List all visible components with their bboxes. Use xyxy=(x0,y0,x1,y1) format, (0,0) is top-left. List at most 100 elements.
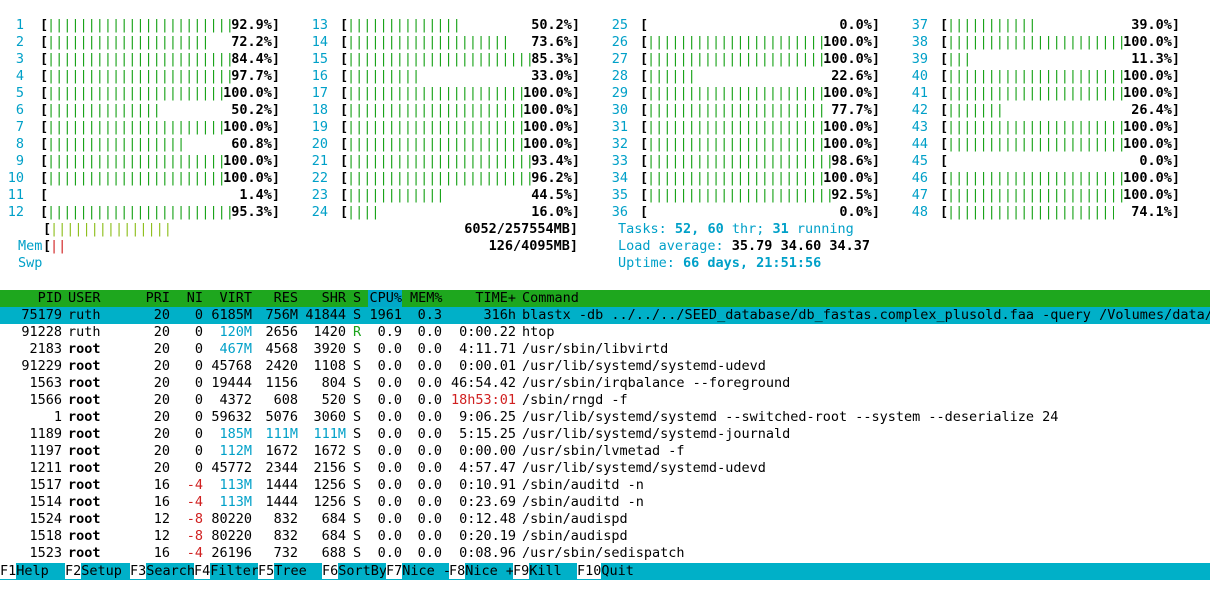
process-row[interactable]: 1189 root 20 0 185M 111M 111M S 0.0 0.0 5:15.25/us… xyxy=(0,426,1210,443)
process-row[interactable]: 1523 root 16 -4 26196 732 688 S 0.0 0.0 0:08.96/us… xyxy=(0,545,1210,562)
cpu-bar-fill: ||||||||||||||||||||||||||||||||||||||||… xyxy=(47,187,50,204)
cpu-bar-fill: ||||||||||||||||||||||||||||||||||||||||… xyxy=(47,102,161,118)
process-time: 316h xyxy=(483,307,516,323)
fkey-label: Quit xyxy=(601,563,634,580)
cpu-number: 29 xyxy=(611,85,628,101)
cpu-meter-14: 14 [|||||||||||||||||||||||||||||||||||||… xyxy=(300,34,600,51)
fkey-nice[interactable]: F8Nice + xyxy=(449,563,515,580)
col-pid-header[interactable]: PID xyxy=(37,290,62,306)
cpu-bar-fill: ||||||||||||||||||||||||||||||||||||||||… xyxy=(47,34,210,50)
memory-bar-value: 6052/257554MB] xyxy=(464,221,578,238)
cpu-number: 13 xyxy=(311,17,328,33)
fkey-setup[interactable]: F2Setup xyxy=(65,563,122,580)
process-priority: 20 xyxy=(153,375,170,391)
swap-bar-bracket-left: [ xyxy=(43,238,52,254)
process-mem: 0.0 xyxy=(417,443,442,459)
col-shr-header[interactable]: SHR xyxy=(321,290,346,306)
fkey-quit[interactable]: F10Quit xyxy=(577,563,634,580)
col-virt-header[interactable]: VIRT xyxy=(219,290,252,306)
cpu-bar-track: ||||||||||||||||||||||||||||||||||||||||… xyxy=(347,153,573,170)
process-row[interactable]: 1566 root 20 0 4372 608 520 S 0.0 0.0 18h53:01/sbi… xyxy=(0,392,1210,409)
cpu-bar-bracket-left: [ xyxy=(340,170,349,186)
process-row[interactable]: 1524 root 12 -8 80220 832 684 S 0.0 0.0 0:12.48/sb… xyxy=(0,511,1210,528)
cpu-bar-value: 100.0%] xyxy=(1123,187,1180,204)
col-ni-header[interactable]: NI xyxy=(186,290,203,306)
process-nice: 0 xyxy=(194,375,203,391)
cpu-number: 6 xyxy=(15,102,24,118)
cpu-bar-bracket-left: [ xyxy=(40,204,49,220)
fkey-sortby[interactable]: F6SortBy xyxy=(322,563,388,580)
cpu-bar-bracket-left: [ xyxy=(340,136,349,152)
cpu-number: 12 xyxy=(7,204,24,220)
col-state-header[interactable]: S xyxy=(353,290,362,306)
cpu-bar-value: 39.0%] xyxy=(1131,17,1180,34)
process-state: S xyxy=(353,545,362,561)
process-row[interactable]: 1518 root 12 -8 80220 832 684 S 0.0 0.0 0:20.19/sb… xyxy=(0,528,1210,545)
cpu-bar-value: 96.2%] xyxy=(531,170,580,187)
process-virt: 120M xyxy=(219,324,252,340)
cpu-bar-track: ||||||||||||||||||||||||||||||||||||||||… xyxy=(647,170,873,187)
process-row[interactable]: 1563 root 20 0 19444 1156 804 S 0.0 0.0 46:54.42/u… xyxy=(0,375,1210,392)
fkey-key: F1 xyxy=(0,563,17,579)
fkey-filter[interactable]: F4Filter xyxy=(194,563,260,580)
process-user: root xyxy=(68,443,101,459)
process-virt: 6185M xyxy=(211,307,252,323)
process-row[interactable]: 91228 ruth 20 0 120M 2656 1420 R 0.9 0.0 0:00.22 ht… xyxy=(0,324,1210,341)
cpu-bar-track: ||||||||||||||||||||||||||||||||||||||||… xyxy=(647,68,873,85)
process-res: 1444 xyxy=(265,494,298,510)
cpu-bar-track: ||||||||||||||||||||||||||||||||||||||||… xyxy=(347,85,573,102)
cpu-number: 20 xyxy=(311,136,328,152)
cpu-number: 46 xyxy=(911,170,928,186)
process-row[interactable]: 1 root 20 0 59632 5076 3060 S 0.0 0.0 9:06.25/usr/… xyxy=(0,409,1210,426)
col-mem-header[interactable]: MEM% xyxy=(410,290,443,306)
fkey-tree[interactable]: F5Tree xyxy=(258,563,307,580)
process-mem: 0.0 xyxy=(417,477,442,493)
fkey-label: Filter xyxy=(210,563,260,580)
process-shr: 684 xyxy=(321,528,346,544)
uptime-value: 66 days, 21:51:56 xyxy=(683,255,822,271)
cpu-bar-fill: ||||||||||||||||||||||||||||||||||||||||… xyxy=(947,51,973,67)
fkey-help[interactable]: F1Help xyxy=(0,563,49,580)
col-res-header[interactable]: RES xyxy=(273,290,298,306)
fkey-key: F2 xyxy=(65,563,82,579)
process-time: 0:00.00 xyxy=(459,443,516,459)
fkey-nice[interactable]: F7Nice - xyxy=(386,563,452,580)
process-row[interactable]: 75179 ruth 20 0 6185M 756M 41844 S 1961 0.3 316h bl… xyxy=(0,307,1210,324)
cpu-bar-fill: ||||||||||||||||||||||||||||||||||||||||… xyxy=(347,102,573,118)
process-row[interactable]: 1197 root 20 0 112M 1672 1672 S 0.0 0.0 0:00.00/us… xyxy=(0,443,1210,460)
process-pid: 91228 xyxy=(21,324,62,340)
col-command-header[interactable]: Command xyxy=(522,290,579,306)
swap-meter: Swp [|||||||||||||||||||||||||||||||||||… xyxy=(0,238,600,271)
fkey-label: Nice + xyxy=(465,563,515,580)
col-user-header[interactable]: USER xyxy=(68,290,101,306)
process-priority: 20 xyxy=(153,358,170,374)
fkey-kill[interactable]: F9Kill xyxy=(513,563,562,580)
cpu-bar-fill: ||||||||||||||||||||||||||||||||||||||||… xyxy=(947,119,1173,135)
process-row[interactable]: 2183 root 20 0 467M 4568 3920 S 0.0 0.0 4:11.71/us… xyxy=(0,341,1210,358)
cpu-bar-track: ||||||||||||||||||||||||||||||||||||||||… xyxy=(347,102,573,119)
process-row[interactable]: 91229 root 20 0 45768 2420 1108 S 0.0 0.0 0:00.01 /… xyxy=(0,358,1210,375)
cpu-bar-track: ||||||||||||||||||||||||||||||||||||||||… xyxy=(47,34,273,51)
cpu-bar: [|||||||||||||||||||||||||||||||||||||||… xyxy=(340,204,580,221)
fkey-key: F3 xyxy=(130,563,147,579)
fkey-search[interactable]: F3Search xyxy=(130,563,196,580)
col-pri-header[interactable]: PRI xyxy=(145,290,170,306)
col-time-header[interactable]: TIME+ xyxy=(475,290,516,306)
process-state: S xyxy=(353,494,362,510)
cpu-bar-track: ||||||||||||||||||||||||||||||||||||||||… xyxy=(947,85,1173,102)
col-cpu-header[interactable]: CPU% xyxy=(368,290,402,307)
uptime: Uptime: 66 days, 21:51:56 xyxy=(618,255,821,271)
process-priority: 20 xyxy=(153,443,170,459)
process-command: /sbin/audispd xyxy=(522,511,628,527)
cpu-number: 33 xyxy=(611,153,628,169)
process-row[interactable]: 1514 root 16 -4 113M 1444 1256 S 0.0 0.0 0:23.69/s… xyxy=(0,494,1210,511)
process-row[interactable]: 1517 root 16 -4 113M 1444 1256 S 0.0 0.0 0:10.91/s… xyxy=(0,477,1210,494)
cpu-bar: [|||||||||||||||||||||||||||||||||||||||… xyxy=(340,51,580,68)
process-nice: -4 xyxy=(186,545,203,561)
cpu-bar-fill: ||||||||||||||||||||||||||||||||||||||||… xyxy=(347,119,573,135)
uptime-label: Uptime: xyxy=(618,255,684,271)
cpu-number: 34 xyxy=(611,170,628,186)
process-row[interactable]: 1211 root 20 0 45772 2344 2156 S 0.0 0.0 4:57.47/u… xyxy=(0,460,1210,477)
cpu-bar-bracket-left: [ xyxy=(940,17,949,33)
cpu-number: 2 xyxy=(15,34,24,50)
